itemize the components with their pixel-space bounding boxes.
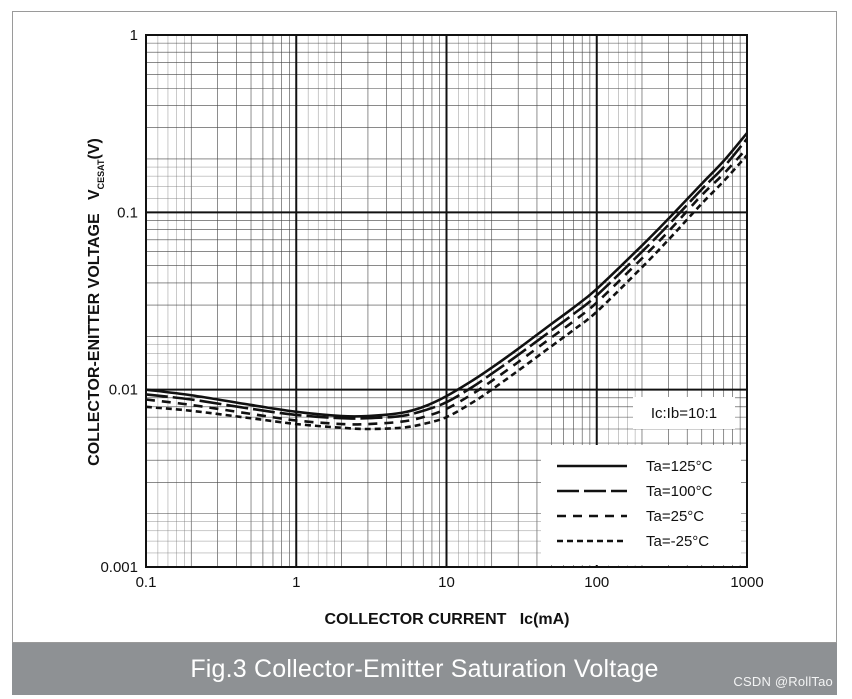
watermark: CSDN @RollTao — [733, 674, 833, 689]
y-axis-title: COLLECTOR-ENITTER VOLTAGE VCESAT(V) — [86, 138, 106, 466]
x-tick-label: 10 — [438, 574, 455, 591]
y-axis-title-subscript: CESAT — [96, 159, 106, 189]
y-tick-label: 0.1 — [117, 204, 138, 221]
legend-label-2: Ta=100°C — [646, 483, 713, 500]
y-axis-title-main: COLLECTOR-ENITTER VOLTAGE V — [86, 189, 103, 466]
plot-border — [145, 34, 748, 568]
legend-label-4: Ta=-25°C — [646, 533, 709, 550]
x-tick-label: 1000 — [730, 574, 763, 591]
y-tick-label: 0.01 — [109, 382, 138, 399]
x-axis-title: COLLECTOR CURRENT Ic(mA) — [324, 611, 569, 628]
figure-caption-bar: Fig.3 Collector-Emitter Saturation Volta… — [12, 643, 837, 695]
figure-caption: Fig.3 Collector-Emitter Saturation Volta… — [190, 654, 659, 683]
x-tick-label: 100 — [584, 574, 609, 591]
y-tick-labels: 0.001 0.01 0.1 1 — [100, 27, 138, 576]
series-line-4 — [145, 154, 748, 431]
annotation-text: Ic:Ib=10:1 — [651, 405, 717, 422]
series-line-2 — [145, 137, 749, 420]
y-tick-label: 0.001 — [100, 559, 138, 576]
annotation-box: Ic:Ib=10:1 — [633, 397, 735, 429]
legend: Ta=125°C Ta=100°C Ta=25°C Ta=-25°C — [541, 445, 741, 565]
y-tick-label: 1 — [130, 27, 138, 44]
x-tick-label: 0.1 — [136, 574, 157, 591]
x-tick-label: 1 — [292, 574, 300, 591]
legend-label-3: Ta=25°C — [646, 508, 704, 525]
y-axis-title-unit: (V) — [86, 138, 103, 159]
legend-label-1: Ta=125°C — [646, 458, 713, 475]
series-layer — [145, 132, 749, 431]
series-line-1 — [145, 132, 748, 418]
chart-svg: 0.1 1 10 100 1000 0.001 0.01 0.1 1 Ic:Ib=10:1 T… — [86, 27, 764, 628]
x-tick-labels: 0.1 1 10 100 1000 — [136, 574, 764, 591]
grid-major — [146, 35, 747, 567]
